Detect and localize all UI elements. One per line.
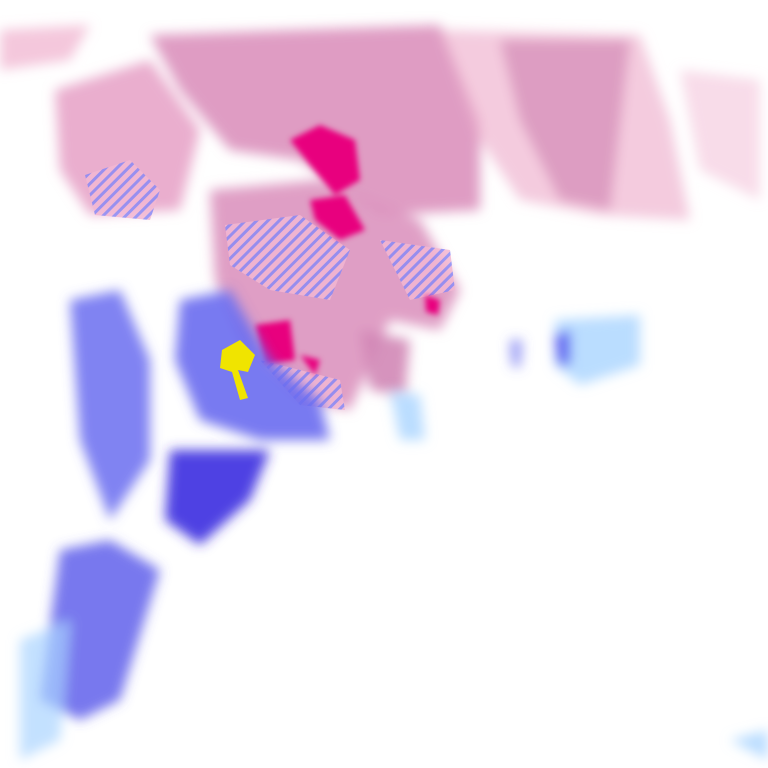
extreme-precip-core [220, 340, 255, 400]
rain-area [20, 290, 768, 760]
